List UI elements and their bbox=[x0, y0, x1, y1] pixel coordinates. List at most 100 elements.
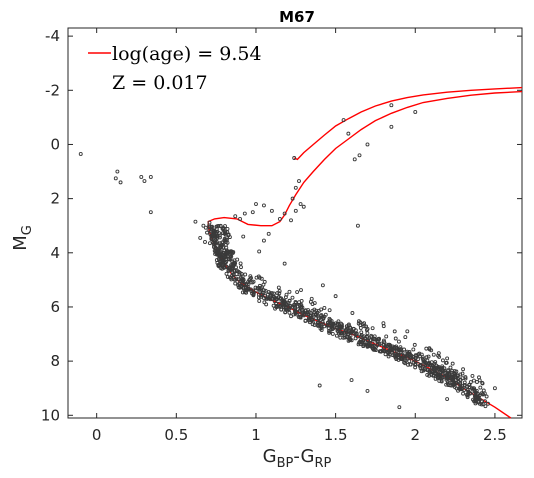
data-point bbox=[212, 241, 217, 246]
data-point bbox=[403, 358, 408, 363]
data-point bbox=[262, 300, 267, 305]
data-point bbox=[238, 261, 243, 266]
x-tick-label: 1 bbox=[251, 426, 261, 444]
data-point bbox=[352, 157, 357, 162]
data-point bbox=[405, 329, 410, 334]
data-point bbox=[223, 253, 228, 258]
data-point bbox=[229, 249, 234, 254]
data-point bbox=[414, 354, 419, 358]
x-axis-label-base1: G bbox=[263, 446, 277, 467]
data-point bbox=[472, 386, 477, 391]
data-point bbox=[365, 338, 370, 343]
data-point bbox=[292, 156, 297, 160]
data-point bbox=[207, 220, 212, 225]
data-point bbox=[318, 322, 323, 327]
data-point bbox=[345, 334, 350, 339]
data-point bbox=[384, 334, 389, 339]
data-point bbox=[257, 299, 262, 303]
data-point bbox=[335, 328, 340, 333]
data-point bbox=[470, 373, 475, 378]
data-point bbox=[248, 274, 253, 279]
data-point bbox=[492, 386, 497, 391]
isochrone-line-3 bbox=[293, 86, 523, 161]
data-point bbox=[257, 249, 262, 254]
data-point bbox=[258, 294, 263, 299]
data-point bbox=[422, 366, 427, 371]
data-point bbox=[476, 395, 481, 400]
data-point bbox=[358, 338, 363, 343]
data-point bbox=[300, 310, 305, 315]
data-point bbox=[203, 240, 207, 244]
data-point bbox=[241, 234, 246, 239]
data-point bbox=[309, 317, 314, 322]
data-point bbox=[396, 353, 401, 357]
data-point bbox=[236, 283, 241, 287]
data-point bbox=[241, 277, 246, 282]
x-axis-label-sub2: RP bbox=[314, 456, 331, 471]
data-point bbox=[327, 329, 331, 334]
data-point bbox=[293, 208, 298, 213]
x-tick-label: 2.5 bbox=[483, 426, 507, 444]
data-point bbox=[392, 346, 397, 351]
data-point bbox=[450, 368, 454, 373]
data-point bbox=[465, 388, 470, 393]
data-point bbox=[213, 245, 218, 250]
data-point bbox=[365, 344, 370, 349]
data-point bbox=[429, 348, 434, 353]
data-point bbox=[222, 236, 227, 241]
data-point bbox=[307, 320, 312, 325]
data-point bbox=[301, 204, 306, 209]
data-point bbox=[405, 351, 410, 356]
data-point bbox=[338, 335, 343, 340]
data-point bbox=[343, 335, 347, 340]
data-point bbox=[428, 362, 433, 367]
data-point bbox=[345, 326, 350, 330]
data-point bbox=[316, 308, 321, 313]
data-point bbox=[432, 361, 437, 366]
data-point bbox=[225, 274, 230, 279]
data-point bbox=[261, 203, 266, 208]
data-point bbox=[433, 376, 438, 381]
data-point bbox=[229, 254, 234, 259]
data-point bbox=[355, 223, 360, 228]
data-point bbox=[381, 342, 386, 347]
data-point bbox=[220, 245, 225, 250]
data-point bbox=[321, 316, 326, 321]
data-point bbox=[221, 227, 226, 232]
data-point bbox=[468, 391, 473, 396]
data-point bbox=[273, 306, 278, 311]
data-point bbox=[226, 256, 231, 261]
data-point bbox=[386, 342, 391, 347]
y-axis-label: MG bbox=[10, 225, 35, 251]
data-point bbox=[290, 196, 295, 201]
data-point bbox=[458, 383, 463, 388]
y-tick-label: 4 bbox=[50, 244, 60, 262]
data-point bbox=[349, 330, 354, 334]
data-point bbox=[214, 224, 219, 229]
data-point bbox=[234, 265, 238, 270]
data-point bbox=[356, 342, 361, 347]
data-point bbox=[370, 326, 375, 331]
data-point bbox=[234, 276, 239, 281]
data-point bbox=[213, 252, 218, 256]
data-point bbox=[205, 230, 209, 235]
data-point bbox=[473, 397, 478, 402]
data-point bbox=[340, 328, 345, 333]
data-point bbox=[440, 375, 445, 380]
data-point bbox=[351, 326, 356, 331]
data-point bbox=[287, 289, 292, 294]
data-point bbox=[274, 303, 279, 308]
data-point bbox=[346, 131, 351, 136]
data-point bbox=[303, 318, 308, 323]
data-point bbox=[277, 291, 282, 296]
data-point bbox=[483, 399, 487, 404]
data-point bbox=[426, 354, 431, 359]
data-point bbox=[484, 394, 489, 399]
data-point bbox=[365, 388, 370, 393]
data-point bbox=[436, 353, 441, 358]
data-point bbox=[471, 378, 476, 383]
data-point bbox=[275, 297, 279, 302]
data-point bbox=[300, 311, 305, 316]
data-point bbox=[375, 339, 380, 344]
data-point bbox=[461, 391, 466, 396]
